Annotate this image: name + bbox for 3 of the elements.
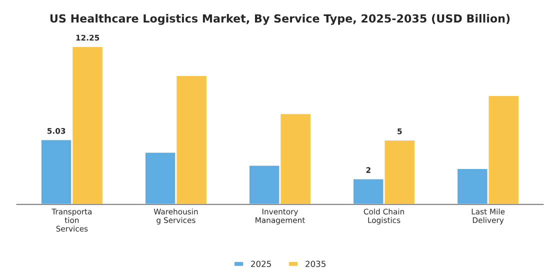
chart-title: US Healthcare Logistics Market, By Service Type, 2025-2035 (USD Billion) <box>50 14 510 25</box>
legend-label: 2025 <box>251 260 271 268</box>
legend-label: 2035 <box>306 260 326 268</box>
